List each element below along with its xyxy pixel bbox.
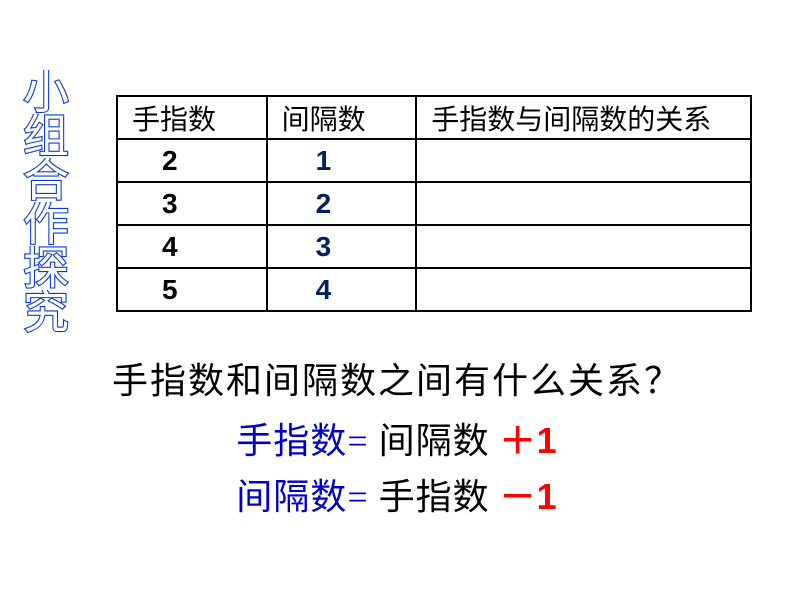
- formula2-op: －: [500, 477, 537, 517]
- side-char-1: 小: [18, 70, 74, 120]
- svg-text:究: 究: [23, 290, 69, 338]
- cell-gaps: 3: [267, 225, 417, 268]
- finger-gap-table: 手指数 间隔数 手指数与间隔数的关系 2 1 3 2 4 3 5 4: [116, 95, 752, 312]
- formula2-eq: =: [347, 477, 368, 517]
- cell-relation: [416, 268, 751, 311]
- table-row: 4 3: [117, 225, 751, 268]
- cell-gaps: 2: [267, 182, 417, 225]
- formula-gaps-equals: 间隔数= 手指数 －1: [0, 468, 794, 520]
- cell-relation: [416, 225, 751, 268]
- svg-text:作: 作: [23, 202, 69, 250]
- side-char-3: 合: [18, 158, 74, 208]
- cell-fingers: 2: [117, 139, 267, 182]
- svg-text:合: 合: [23, 158, 69, 206]
- table-row: 3 2: [117, 182, 751, 225]
- cell-gaps: 4: [267, 268, 417, 311]
- side-char-5: 探: [18, 246, 74, 296]
- table-row: 2 1: [117, 139, 751, 182]
- side-char-6: 究: [18, 290, 74, 340]
- side-char-4: 作: [18, 202, 74, 252]
- question-text: 手指数和间隔数之间有什么关系？: [0, 352, 794, 404]
- cell-gaps: 1: [267, 139, 417, 182]
- cell-fingers: 3: [117, 182, 267, 225]
- cell-fingers: 4: [117, 225, 267, 268]
- formula-fingers-equals: 手指数= 间隔数 ＋1: [0, 412, 794, 464]
- formula1-num: 1: [537, 420, 558, 461]
- table-row: 5 4: [117, 268, 751, 311]
- header-gaps: 间隔数: [267, 96, 417, 139]
- side-label-group: 小 组 合 作 探 究: [18, 70, 74, 334]
- table-header-row: 手指数 间隔数 手指数与间隔数的关系: [117, 96, 751, 139]
- formula1-right: 间隔数: [369, 421, 500, 461]
- cell-relation: [416, 139, 751, 182]
- side-char-2: 组: [18, 114, 74, 164]
- header-fingers: 手指数: [117, 96, 267, 139]
- cell-fingers: 5: [117, 268, 267, 311]
- formula1-eq: =: [347, 421, 368, 461]
- formula1-left: 手指数: [236, 421, 347, 461]
- svg-text:组: 组: [23, 114, 69, 162]
- formula1-op: ＋: [500, 421, 537, 461]
- cell-relation: [416, 182, 751, 225]
- formula2-left: 间隔数: [236, 477, 347, 517]
- formula2-num: 1: [537, 476, 558, 517]
- svg-text:小: 小: [23, 70, 69, 118]
- header-relation: 手指数与间隔数的关系: [416, 96, 751, 139]
- formula2-right: 手指数: [369, 477, 500, 517]
- svg-text:探: 探: [23, 246, 69, 294]
